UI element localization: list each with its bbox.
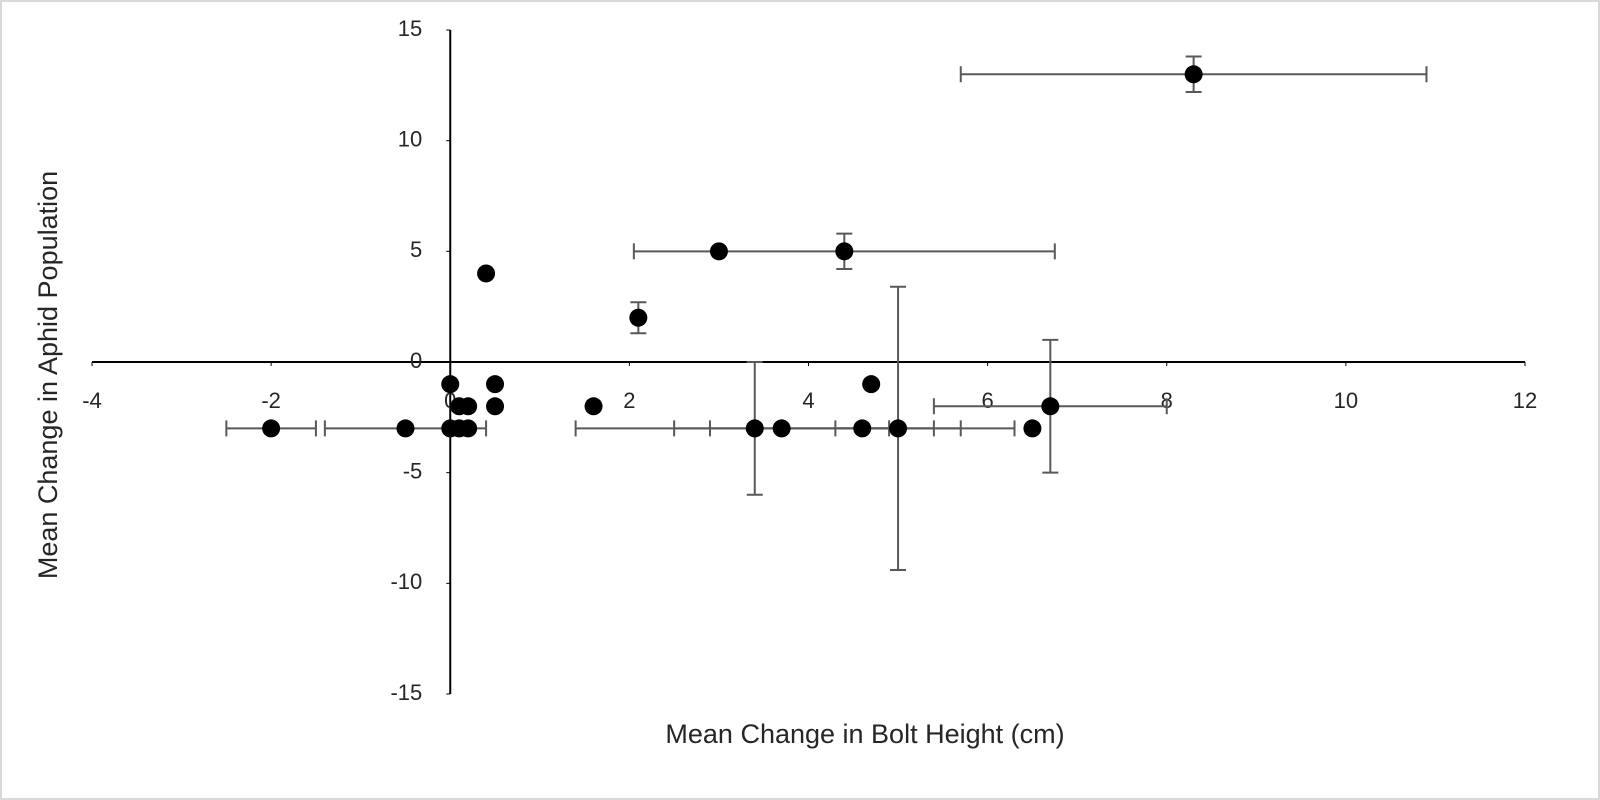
data-point — [262, 419, 281, 438]
data-point — [477, 264, 496, 283]
x-tick-label: 2 — [623, 388, 635, 413]
x-tick-label: 6 — [982, 388, 994, 413]
data-point — [1023, 419, 1042, 438]
data-point — [459, 419, 478, 438]
data-point — [709, 242, 728, 261]
data-point — [584, 397, 603, 416]
data-point — [486, 397, 505, 416]
data-point — [441, 375, 460, 394]
x-tick-label: 10 — [1334, 388, 1358, 413]
y-tick-label: -10 — [390, 569, 422, 594]
data-point — [835, 242, 854, 261]
data-point — [862, 375, 881, 394]
data-point — [486, 375, 505, 394]
data-point — [1184, 65, 1203, 84]
y-axis-title: Mean Change in Aphid Population — [33, 171, 63, 579]
data-point — [745, 419, 764, 438]
x-tick-label: 4 — [802, 388, 814, 413]
data-point — [459, 397, 478, 416]
data-point — [772, 419, 791, 438]
data-point — [396, 419, 415, 438]
data-point — [629, 308, 648, 327]
y-tick-label: -5 — [403, 458, 423, 483]
x-tick-label: 12 — [1513, 388, 1537, 413]
y-tick-label: 0 — [410, 348, 422, 373]
y-tick-label: 15 — [398, 16, 422, 41]
y-tick-label: 10 — [398, 126, 422, 151]
y-tick-label: 5 — [410, 237, 422, 262]
x-tick-label: -4 — [82, 388, 102, 413]
y-tick-label: -15 — [390, 680, 422, 705]
data-point — [889, 419, 908, 438]
x-axis-title: Mean Change in Bolt Height (cm) — [665, 719, 1064, 749]
x-tick-label: -2 — [261, 388, 281, 413]
data-point — [1041, 397, 1060, 416]
data-point — [853, 419, 872, 438]
